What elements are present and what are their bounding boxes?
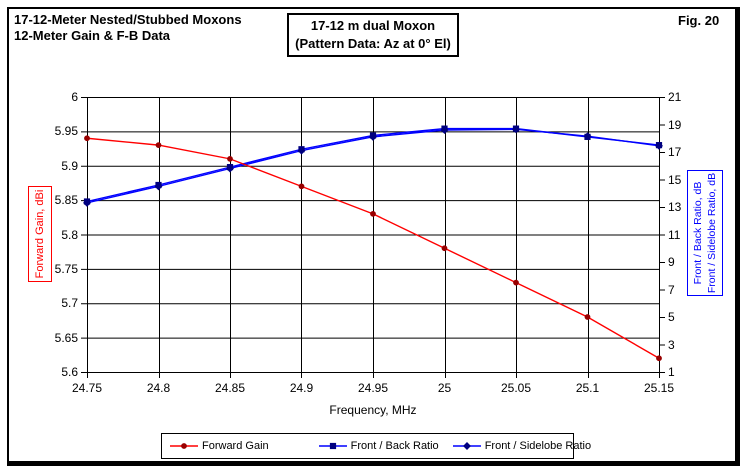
data-point-marker xyxy=(441,125,448,132)
right-axis-title: Front / Back Ratio, dB Front / Sidelobe … xyxy=(691,173,719,293)
right-tick-label: 5 xyxy=(668,310,675,324)
x-tick-label: 25.1 xyxy=(575,381,600,395)
left-tick-label: 5.6 xyxy=(61,365,78,379)
data-point-marker xyxy=(441,245,448,252)
left-tick-label: 6 xyxy=(71,90,78,104)
x-tick-label: 24.95 xyxy=(357,381,389,395)
data-point-marker xyxy=(512,125,520,132)
x-tick-label: 24.85 xyxy=(214,381,246,395)
pattern-box-line2: (Pattern Data: Az at 0° El) xyxy=(295,36,451,51)
legend-item-forward-gain: Forward Gain xyxy=(170,440,269,452)
right-tick-label: 7 xyxy=(668,282,675,297)
legend-label: Front / Back Ratio xyxy=(350,440,439,452)
data-point-marker xyxy=(655,142,663,149)
data-point-marker xyxy=(155,181,162,189)
chart-title-line1: 17-12-Meter Nested/Stubbed Moxons xyxy=(14,12,242,27)
right-tick-label: 3 xyxy=(668,337,675,352)
data-point-marker xyxy=(298,183,305,190)
left-tick-label: 5.65 xyxy=(54,330,78,345)
left-tick-label: 5.75 xyxy=(54,261,78,276)
x-axis-title: Frequency, MHz xyxy=(329,403,417,417)
data-point-marker xyxy=(370,210,376,217)
right-axis-title-line1: Front / Back Ratio, dB xyxy=(692,181,704,285)
chart-title-block: 17-12-Meter Nested/Stubbed Moxons 12-Met… xyxy=(14,12,242,44)
data-point-marker xyxy=(369,132,377,139)
data-point-marker xyxy=(656,355,662,362)
pattern-box-line1: 17-12 m dual Moxon xyxy=(310,18,436,33)
right-tick-label: 13 xyxy=(668,200,682,214)
left-tick-label: 5.8 xyxy=(61,227,78,242)
right-tick-label: 21 xyxy=(668,90,682,104)
right-tick-label: 9 xyxy=(668,255,675,269)
right-tick-label: 17 xyxy=(668,145,682,159)
data-point-marker xyxy=(226,164,234,171)
left-axis-title-box: Forward Gain, dBi xyxy=(28,186,52,282)
data-point-marker xyxy=(513,279,519,286)
x-tick-label: 25.05 xyxy=(500,381,532,395)
square-marker-sample-icon xyxy=(318,442,347,450)
legend-label: Forward Gain xyxy=(202,440,269,452)
right-tick-label: 15 xyxy=(668,172,682,187)
right-tick-label: 11 xyxy=(668,227,681,242)
left-axis-title: Forward Gain, dBi xyxy=(34,189,46,279)
data-point-marker xyxy=(84,135,90,142)
x-tick-label: 24.75 xyxy=(71,381,103,395)
right-tick-label: 19 xyxy=(668,117,682,132)
pattern-data-box: 17-12 m dual Moxon (Pattern Data: Az at … xyxy=(287,13,459,57)
circle-marker-sample-icon xyxy=(170,443,198,449)
data-point-marker xyxy=(298,146,305,153)
data-point-marker xyxy=(227,155,233,162)
left-tick-label: 5.7 xyxy=(61,296,78,311)
legend: Forward Gain Front / Back Ratio Front / Si… xyxy=(161,433,591,459)
chart-title-line2: 12-Meter Gain & F-B Data xyxy=(14,28,171,43)
data-point-marker xyxy=(584,314,591,320)
left-tick-label: 5.9 xyxy=(61,158,78,173)
legend-label: Front / Sidelobe Ratio xyxy=(484,440,592,452)
data-point-marker xyxy=(155,142,162,149)
x-tick-label: 24.8 xyxy=(146,381,171,395)
legend-item-front-sidelobe-ratio: Front / Sidelobe Ratio xyxy=(452,440,592,452)
right-tick-label: 1 xyxy=(668,365,675,379)
legend-item-front-back-ratio: Front / Back Ratio xyxy=(318,440,439,452)
figure-number-label: Fig. 20 xyxy=(678,13,720,28)
left-tick-label: 5.95 xyxy=(54,124,78,139)
x-tick-label: 24.9 xyxy=(289,381,314,395)
diamond-marker-sample-icon xyxy=(452,442,481,450)
x-tick-label: 25.15 xyxy=(643,381,675,395)
data-point-marker xyxy=(83,198,91,205)
x-tick-label: 25 xyxy=(437,381,452,395)
right-axis-title-box: Front / Back Ratio, dB Front / Sidelobe … xyxy=(687,170,723,296)
right-axis-title-line2: Front / Sidelobe Ratio, dB xyxy=(706,172,718,294)
left-tick-label: 5.85 xyxy=(54,193,78,208)
data-point-marker xyxy=(584,133,591,140)
